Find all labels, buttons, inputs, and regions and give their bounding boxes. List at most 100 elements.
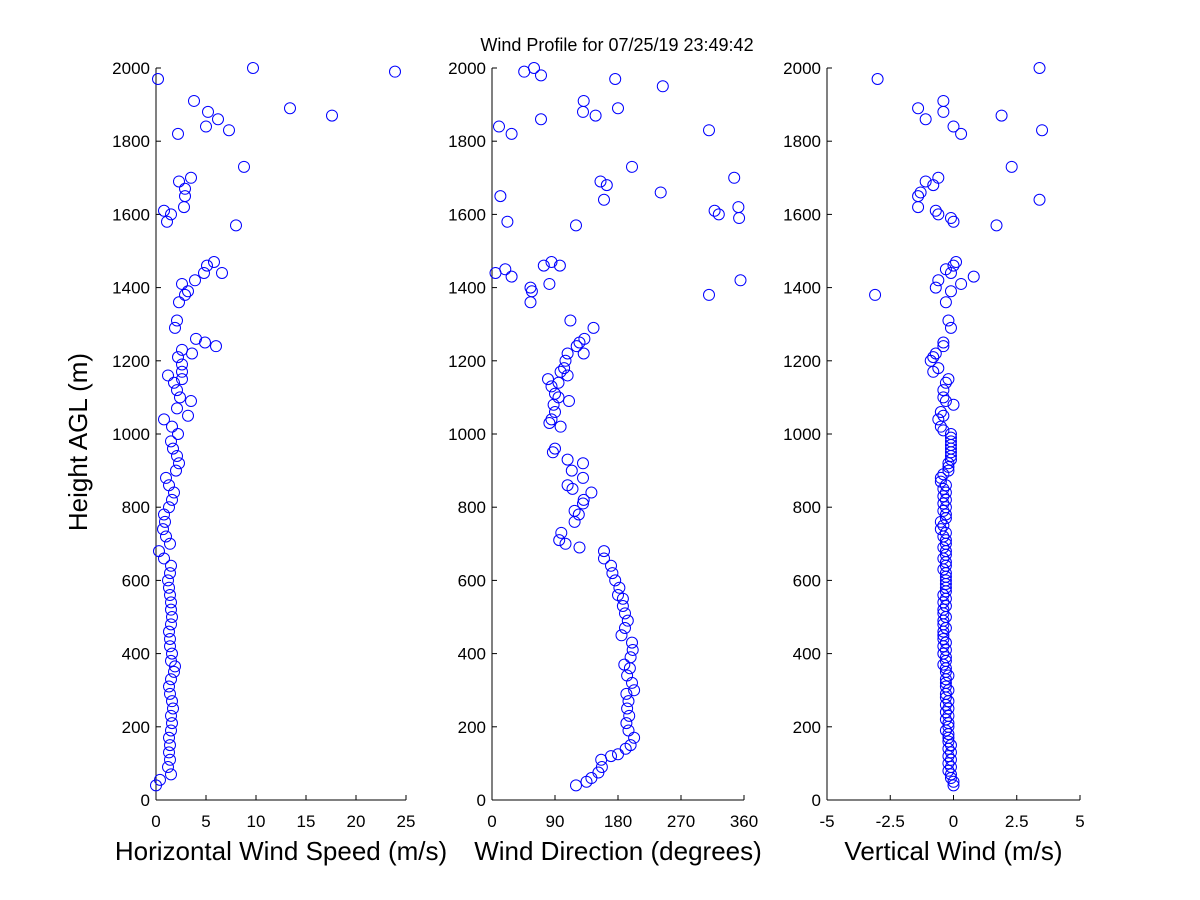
vertical-data-point bbox=[937, 94, 950, 107]
vertical-data-point bbox=[944, 285, 957, 298]
vertical-data-point bbox=[939, 713, 952, 726]
direction-data-point bbox=[609, 574, 622, 587]
vertical-y-tick-label: 2000 bbox=[783, 59, 821, 78]
direction-data-point bbox=[618, 658, 631, 671]
speed-data-point bbox=[154, 773, 166, 786]
vertical-data-point bbox=[939, 621, 952, 634]
vertical-data-point bbox=[937, 409, 950, 422]
direction-data-point bbox=[564, 314, 577, 327]
speed-panel: 0 5 10 15 20 25 0 200 400 600 800 1000 1200 1400 1600 1… bbox=[63, 59, 447, 866]
vertical-data-point bbox=[947, 779, 960, 792]
vertical-x-tick-label: 5 bbox=[1075, 812, 1084, 831]
speed-data-point bbox=[164, 640, 176, 653]
direction-data-point bbox=[615, 629, 628, 642]
speed-data-point bbox=[164, 567, 176, 580]
direction-x-tick-label: 90 bbox=[546, 812, 565, 831]
speed-data-point bbox=[198, 266, 210, 279]
vertical-data-point bbox=[955, 277, 968, 290]
direction-data-point bbox=[622, 724, 635, 737]
direction-data-point bbox=[587, 321, 600, 334]
vertical-data-point bbox=[937, 658, 950, 671]
vertical-data-point bbox=[942, 717, 955, 730]
direction-data-point bbox=[708, 204, 721, 217]
direction-data-point bbox=[528, 62, 540, 74]
direction-data-point bbox=[577, 493, 590, 506]
speed-data-point bbox=[176, 373, 188, 386]
vertical-data-point bbox=[937, 340, 950, 353]
speed-data-point bbox=[158, 204, 170, 217]
direction-data-point bbox=[616, 600, 629, 613]
speed-data-point bbox=[163, 680, 175, 693]
vertical-data-point bbox=[924, 354, 937, 367]
vertical-data-point bbox=[929, 347, 942, 360]
direction-data-point bbox=[561, 369, 574, 382]
direction-y-tick-label: 1200 bbox=[448, 352, 486, 371]
speed-data-point bbox=[173, 296, 185, 309]
direction-data-point bbox=[545, 413, 558, 426]
speed-data-point bbox=[166, 611, 178, 623]
vertical-data-point bbox=[919, 175, 932, 188]
direction-data-point bbox=[619, 607, 631, 620]
speed-data-point bbox=[158, 508, 170, 521]
direction-data-point bbox=[623, 709, 636, 722]
speed-x-tick-label: 15 bbox=[297, 812, 316, 831]
speed-y-tick-label: 1000 bbox=[112, 425, 150, 444]
speed-data-point bbox=[179, 182, 191, 195]
direction-data-point bbox=[505, 270, 518, 283]
direction-data-point bbox=[561, 347, 574, 360]
direction-data-point bbox=[628, 684, 641, 697]
speed-data-point bbox=[185, 395, 197, 408]
speed-data-point bbox=[173, 175, 185, 188]
direction-data-point bbox=[559, 537, 572, 550]
direction-data-point bbox=[612, 748, 624, 761]
direction-data-point bbox=[568, 504, 581, 517]
direction-y-tick-label: 800 bbox=[458, 498, 486, 517]
direction-data-point bbox=[570, 340, 583, 353]
direction-y-tick-label: 2000 bbox=[448, 59, 486, 78]
vertical-data-point bbox=[939, 651, 952, 664]
direction-y-tick-label: 1800 bbox=[448, 132, 486, 151]
direction-data-point bbox=[598, 552, 610, 565]
direction-data-point bbox=[577, 457, 589, 470]
direction-data-point bbox=[609, 72, 622, 85]
speed-data-point bbox=[152, 72, 164, 85]
direction-data-point bbox=[566, 482, 579, 495]
direction-data-point bbox=[577, 497, 589, 510]
speed-data-point bbox=[158, 413, 170, 426]
speed-data-point bbox=[164, 589, 176, 602]
vertical-data-point bbox=[942, 702, 955, 715]
speed-data-point bbox=[174, 391, 186, 404]
direction-data-point bbox=[537, 259, 550, 272]
direction-data-point bbox=[561, 453, 574, 466]
direction-data-point bbox=[549, 442, 561, 455]
vertical-data-point bbox=[937, 336, 950, 349]
direction-data-point bbox=[546, 446, 559, 459]
vertical-data-point bbox=[942, 735, 955, 748]
speed-data-point bbox=[165, 596, 177, 609]
vertical-data-point bbox=[944, 212, 957, 225]
speed-data-point bbox=[162, 761, 174, 774]
speed-data-point bbox=[212, 113, 224, 126]
speed-data-point bbox=[216, 266, 228, 279]
direction-x-tick-label: 180 bbox=[604, 812, 632, 831]
speed-data-point bbox=[176, 358, 188, 371]
vertical-data-point bbox=[939, 263, 952, 276]
speed-data-point bbox=[157, 523, 169, 536]
direction-data-point bbox=[543, 417, 556, 430]
vertical-data-point bbox=[869, 288, 882, 301]
direction-y-tick-label: 200 bbox=[458, 718, 486, 737]
vertical-data-point bbox=[942, 709, 955, 722]
vertical-data-point bbox=[939, 486, 952, 499]
direction-data-point bbox=[524, 296, 537, 309]
direction-data-point bbox=[613, 581, 626, 594]
vertical-y-tick-label: 1200 bbox=[783, 352, 821, 371]
direction-data-point bbox=[626, 643, 639, 656]
speed-data-point bbox=[201, 259, 213, 272]
speed-data-point bbox=[238, 160, 250, 173]
vertical-data-point bbox=[939, 600, 952, 613]
direction-x-tick-label: 0 bbox=[487, 812, 496, 831]
direction-data-point bbox=[624, 651, 637, 664]
vertical-data-point bbox=[939, 296, 952, 309]
vertical-data-point bbox=[937, 632, 950, 645]
speed-data-point bbox=[172, 351, 184, 364]
